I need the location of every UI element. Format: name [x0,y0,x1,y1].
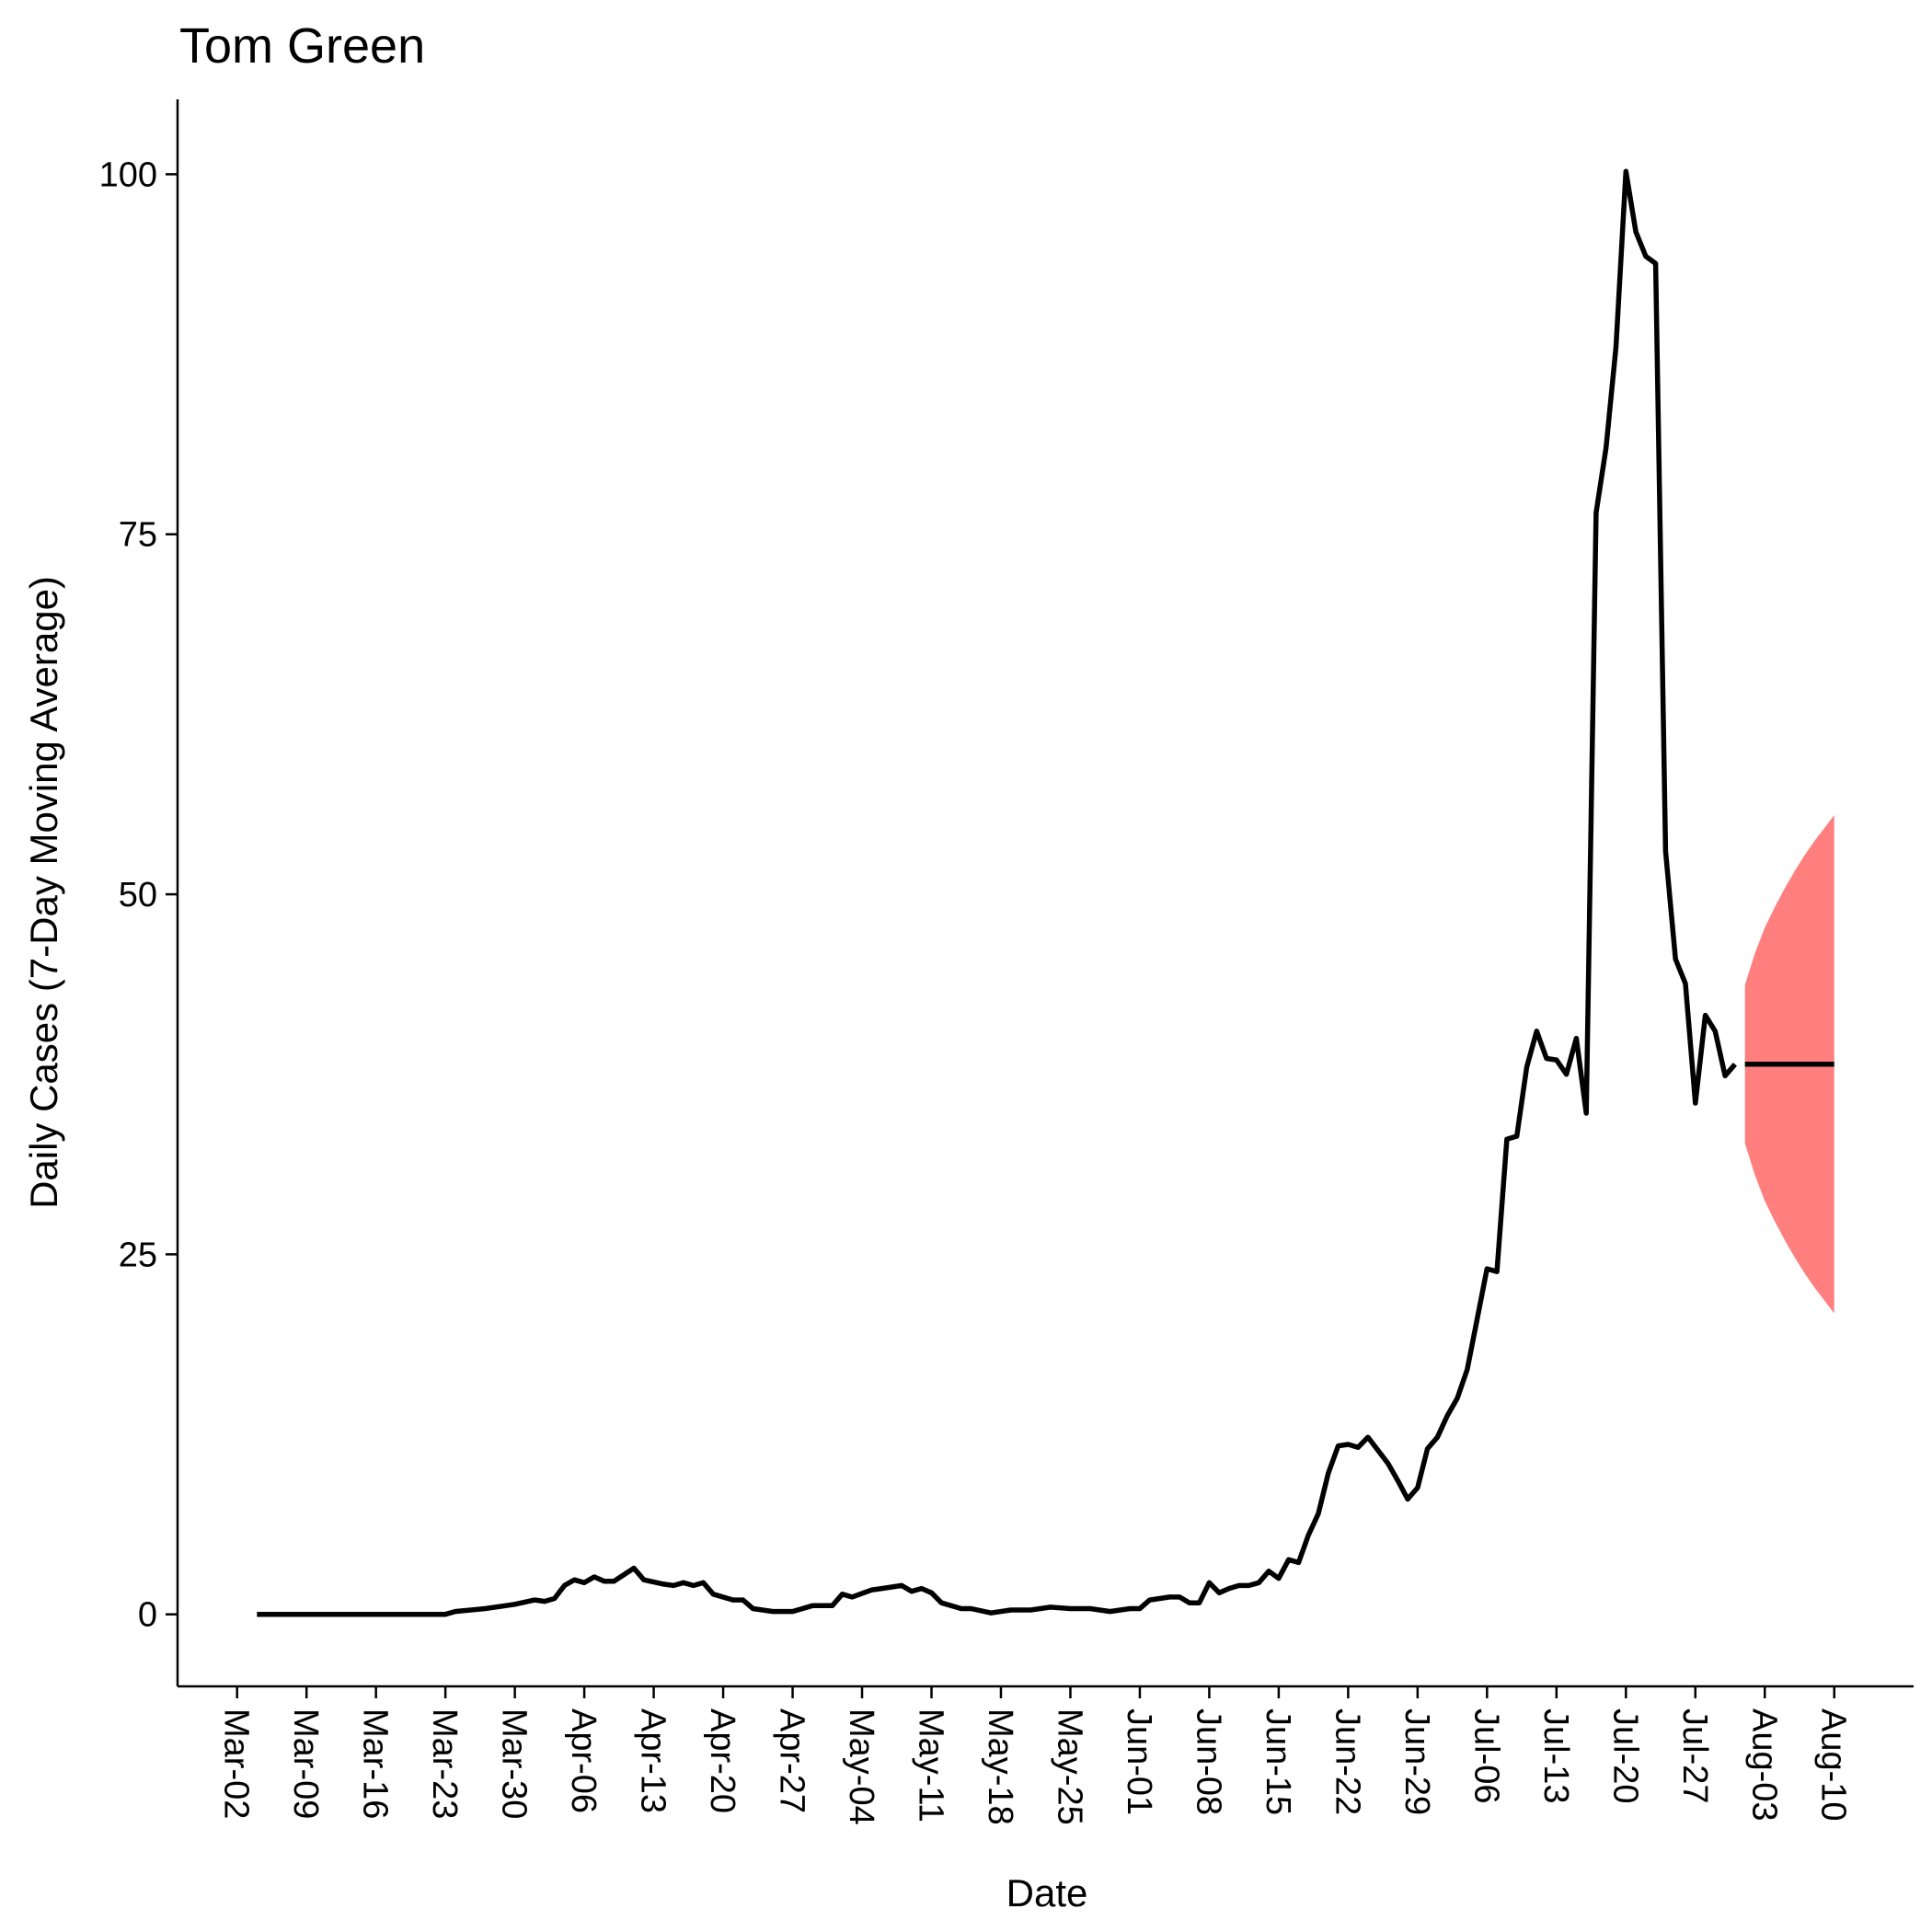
x-tick-label: Jun-29 [1397,1708,1436,1815]
y-tick-label: 100 [99,155,157,194]
x-tick-label: Mar-09 [286,1708,325,1819]
x-tick-label: Apr-06 [564,1708,603,1813]
x-tick-label: Jun-01 [1120,1708,1158,1815]
x-tick-label: Jul-20 [1605,1708,1644,1804]
x-tick-label: Jun-22 [1328,1708,1366,1815]
x-tick-label: May-11 [911,1708,949,1823]
x-tick-label: May-25 [1050,1708,1088,1825]
x-tick-label: Jul-13 [1536,1708,1575,1804]
y-tick-label: 75 [119,516,157,555]
x-axis-label: Date [1006,1871,1088,1915]
y-tick-label: 25 [119,1236,157,1274]
x-tick-label: Apr-13 [634,1708,673,1813]
x-tick-label: Jun-08 [1189,1708,1227,1815]
y-tick-label: 50 [119,876,157,914]
x-tick-label: Aug-03 [1744,1708,1783,1822]
x-tick-label: Apr-20 [703,1708,742,1813]
x-tick-label: Jul-06 [1466,1708,1505,1804]
x-tick-label: Jun-15 [1259,1708,1297,1815]
x-tick-label: Mar-23 [425,1708,464,1819]
x-tick-label: May-04 [842,1708,880,1825]
x-tick-label: Mar-16 [356,1708,395,1819]
x-tick-label: Apr-27 [773,1708,811,1813]
x-tick-label: Mar-02 [217,1708,256,1819]
y-tick-label: 0 [138,1596,157,1635]
x-tick-label: May-18 [981,1708,1019,1825]
chart-title: Tom Green [179,18,425,74]
data-line [257,168,1737,1617]
x-tick-label: Aug-10 [1814,1708,1853,1822]
y-axis-label: Daily Cases (7-Day Moving Average) [22,576,65,1209]
x-tick-label: Jul-27 [1675,1708,1714,1804]
x-tick-label: Mar-30 [495,1708,534,1819]
